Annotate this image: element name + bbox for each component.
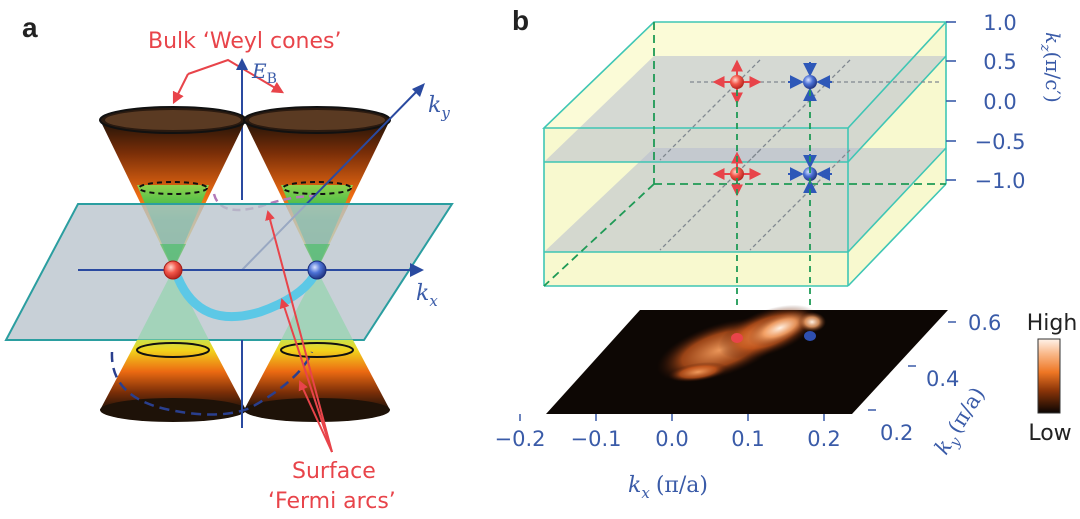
kx-axis-b: −0.2 −0.1 0.0 0.1 0.2 kx (π/a) [495,414,841,502]
surface-fermi-arc [173,271,319,322]
kz-tick-4: −0.5 [975,130,1026,154]
ky-axis-arrowhead [412,83,425,97]
colorbar-high-label: High [1027,311,1078,336]
kx-tick-4: 0.1 [731,427,764,451]
panel-a-label: a [22,12,38,43]
surface-label-arrows [265,210,333,453]
bulk-weyl-cones-label: Bulk ‘Weyl cones’ [148,29,342,54]
kz-tick-3: 0.0 [983,90,1016,114]
kz-tick-1: 1.0 [983,11,1016,35]
surface-label-line1: Surface [292,459,376,484]
projection-lines [736,90,811,336]
lower-left-cone [100,340,246,422]
kx-tick-5: 0.2 [807,427,840,451]
kx-tick-1: −0.2 [495,427,546,451]
bulk-label-arrows [172,58,285,105]
map-blue-node [804,331,816,341]
kz-tick-5: −1.0 [975,169,1026,193]
energy-plane [4,203,454,341]
colorbar-low-label: Low [1028,421,1071,446]
map-red-node [731,333,743,343]
cones-through-plane [137,244,353,340]
colorbar: High Low [1027,311,1078,446]
kz-tick-2: 0.5 [983,50,1016,74]
ky-axis-label: ky [428,93,450,122]
energy-axis-label: EB [251,59,277,87]
panel-a: a Bulk ‘Weyl cones’ EB [4,12,454,514]
kz-axis-title: kz(π/c′) [1037,32,1065,103]
brillouin-zone-box [542,21,948,287]
red-weyl-lower [730,167,744,181]
arpes-map [546,304,948,414]
weyl-node-positive [163,260,183,280]
kx-tick-2: −0.1 [571,427,622,451]
panel-b: b [495,5,1078,502]
blue-weyl-upper [803,75,817,89]
ky-tick-2: 0.4 [926,367,959,391]
kx-tick-3: 0.0 [655,427,688,451]
kx-axis-label: kx [416,281,438,310]
kx-axis-title-b: kx (π/a) [628,473,708,502]
ky-tick-1: 0.6 [968,311,1001,335]
lower-fermi-arc-dashed [110,351,314,416]
kx-axis-arrowhead [410,263,424,277]
panel-b-label: b [512,5,529,36]
lower-right-cone [244,340,390,422]
surface-label-line2: ‘Fermi arcs’ [268,489,396,514]
kz-axis: 1.0 0.5 0.0 −0.5 −1.0 kz(π/c′) [946,11,1065,193]
weyl-node-negative [307,260,327,280]
red-weyl-upper [730,75,744,89]
energy-axis-arrowhead [236,58,248,70]
ky-axis-title-b: ky(π/a) [930,383,993,461]
blue-weyl-lower [803,167,817,181]
ky-tick-3: 0.2 [880,421,913,445]
